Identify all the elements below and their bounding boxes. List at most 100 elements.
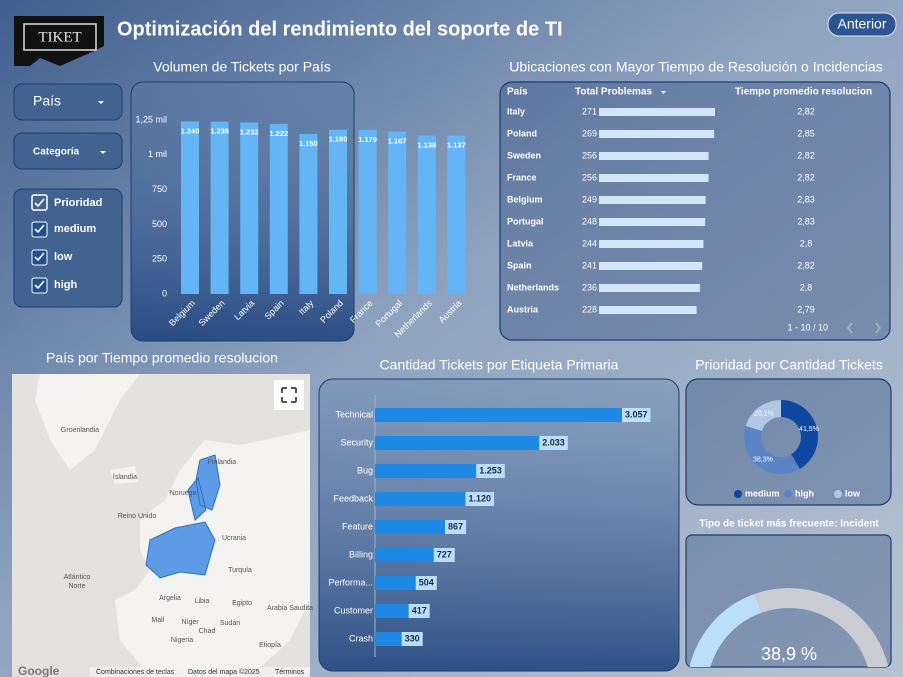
hbar-panel	[318, 378, 680, 672]
donut-panel	[685, 378, 892, 506]
table-country: Poland	[507, 128, 537, 138]
y-tick-label: Billing	[349, 549, 373, 559]
bar-value-label: 330	[405, 633, 420, 643]
table-bar	[599, 130, 715, 138]
y-tick-label: 1 mil	[148, 149, 167, 159]
slice-label: 38,3%	[753, 457, 773, 464]
table-count: 244	[582, 238, 597, 248]
table-title: Ubicaciones con Mayor Tiempo de Resoluci…	[509, 59, 883, 75]
table-bar	[599, 152, 709, 160]
donut-slice	[781, 400, 819, 469]
bar	[375, 520, 446, 534]
map-label: Reino Unido	[118, 513, 157, 520]
table-bar	[599, 284, 701, 292]
y-tick-label: 250	[152, 254, 167, 264]
map-label: Turquía	[228, 567, 252, 574]
map-label: Noruega	[170, 490, 197, 497]
bar	[447, 135, 466, 294]
country-filter-label[interactable]: País	[33, 93, 61, 109]
table-time: 2,83	[797, 194, 815, 204]
table-time: 2,8	[800, 282, 813, 292]
y-tick-label: 750	[152, 184, 167, 194]
sort-arrow	[661, 91, 666, 94]
map-title: País por Tiempo promedio resolucion	[46, 350, 278, 366]
legend-marker	[784, 490, 792, 498]
map-label: Libia	[195, 598, 210, 605]
legend-label: medium	[745, 488, 780, 498]
donut-slice	[745, 400, 781, 431]
bar	[375, 632, 402, 646]
bar-value-label: 1.179	[358, 135, 377, 144]
bar	[375, 548, 434, 562]
back-button[interactable]	[827, 12, 897, 37]
logo-text: TIKET	[38, 29, 81, 45]
dropdown-arrow	[100, 151, 106, 154]
table-bar	[599, 218, 706, 226]
fullscreen-button[interactable]	[274, 380, 304, 410]
table-count: 241	[582, 260, 597, 270]
bar	[375, 492, 466, 506]
bar-value-label: 504	[419, 577, 434, 587]
category-filter-label[interactable]: Categoría	[33, 147, 80, 158]
bar	[375, 408, 622, 422]
table-bar	[599, 174, 709, 182]
table-count: 228	[582, 304, 597, 314]
bar	[375, 436, 540, 450]
table-bar	[599, 108, 715, 116]
table-time: 2,82	[797, 172, 815, 182]
country-filter[interactable]	[13, 83, 123, 121]
y-tick-label: Technical	[335, 409, 373, 419]
back-button-label[interactable]: Anterior	[837, 16, 886, 32]
pagination: 1 - 10 / 10	[787, 322, 828, 332]
map-footer-text: Google	[18, 664, 60, 677]
map-footer-text: Términos	[275, 669, 305, 676]
bar-value-label: 1.238	[210, 127, 229, 136]
gauge-value-label: 38,9 %	[761, 644, 817, 664]
chart-title: Tipo de ticket más frecuente: Incident	[699, 519, 879, 530]
bar-value-label: 1.232	[240, 127, 259, 136]
priority-option: low	[54, 251, 73, 263]
map-label: Egipto	[232, 600, 252, 607]
prev-page[interactable]	[847, 322, 853, 334]
map-label: Arabia Saudita	[267, 605, 313, 612]
value-label-box	[476, 464, 505, 478]
table-country: Italy	[507, 106, 525, 116]
bar-value-label: 1.138	[417, 141, 436, 150]
donut-slice	[744, 425, 800, 475]
slice-label: 20,1%	[754, 410, 774, 417]
table-count: 269	[582, 128, 597, 138]
table-country: Portugal	[507, 216, 544, 226]
table-header: Total Problemas	[575, 87, 652, 98]
bar	[269, 123, 288, 294]
category-filter[interactable]	[13, 132, 123, 170]
legend-marker	[734, 490, 742, 498]
chart-title: Volumen de Tickets por País	[153, 59, 330, 75]
value-label-box	[401, 632, 423, 646]
land	[110, 466, 138, 484]
y-tick-label: Feedback	[333, 493, 373, 503]
value-label-box	[415, 576, 437, 590]
bar	[299, 133, 318, 294]
checkmark	[34, 198, 45, 208]
slice-label: 41,5%	[799, 426, 819, 433]
table-panel	[499, 81, 891, 341]
table-time: 2,85	[797, 128, 815, 138]
value-label-box	[445, 520, 467, 534]
bar-value-label: 867	[448, 521, 463, 531]
table-count: 236	[582, 282, 597, 292]
bar-value-label: 417	[412, 605, 427, 615]
y-tick-label: Security	[340, 437, 373, 447]
checkbox[interactable]	[31, 194, 48, 211]
table-time: 2,82	[797, 260, 815, 270]
table-time: 2,8	[800, 238, 813, 248]
table-time: 2,83	[797, 216, 815, 226]
next-page[interactable]	[875, 322, 881, 334]
page-title: Optimización del rendimiento del soporte…	[117, 18, 563, 40]
value-label-box	[465, 492, 495, 506]
bar	[358, 129, 377, 294]
map-label: Chad	[199, 628, 216, 635]
bar	[375, 576, 416, 590]
bar-value-label: 1.253	[479, 465, 502, 475]
table-time: 2,79	[797, 304, 815, 314]
value-label-box	[539, 436, 568, 450]
